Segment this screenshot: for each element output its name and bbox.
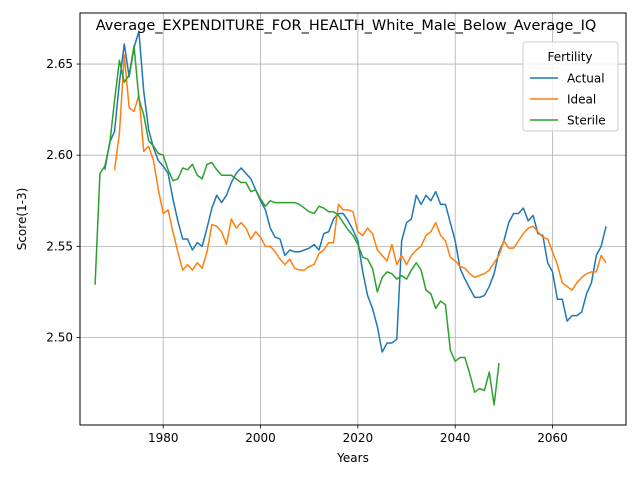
grid xyxy=(80,13,626,425)
chart-title: Average_EXPENDITURE_FOR_HEALTH_White_Mal… xyxy=(96,18,597,34)
x-tick-label: 1980 xyxy=(148,431,179,445)
x-tick-label: 2020 xyxy=(343,431,374,445)
x-tick-label: 2000 xyxy=(245,431,276,445)
legend-label-sterile: Sterile xyxy=(567,114,606,128)
series-line-ideal xyxy=(113,54,607,291)
y-tick-label: 2.60 xyxy=(46,148,73,162)
legend-title: Fertility xyxy=(547,50,592,64)
y-tick-label: 2.55 xyxy=(46,239,73,253)
y-tick-label: 2.65 xyxy=(46,57,73,71)
y-axis-label: Score(1-3) xyxy=(15,188,29,251)
legend-box xyxy=(522,41,619,132)
axis-ticks: 1980 2000 2020 2040 2060 2.50 2.55 2.60 2.65 xyxy=(46,57,568,445)
x-tick-label: 2040 xyxy=(440,431,471,445)
legend: Fertility Actual Ideal Sterile xyxy=(522,41,619,132)
x-tick-label: 2060 xyxy=(537,431,568,445)
legend-label-ideal: Ideal xyxy=(567,93,596,107)
legend-label-actual: Actual xyxy=(567,72,605,86)
y-tick-label: 2.50 xyxy=(46,330,73,344)
series-line-sterile xyxy=(94,45,500,406)
plot-frame xyxy=(79,12,627,426)
series-line-actual xyxy=(104,30,607,353)
x-axis-label: Years xyxy=(336,451,369,465)
series-lines xyxy=(94,30,607,406)
